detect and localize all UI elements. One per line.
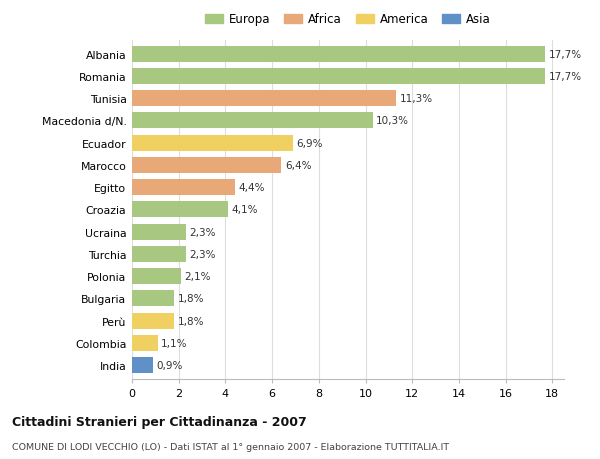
Bar bbox=[132, 313, 174, 329]
Bar bbox=[132, 224, 186, 240]
Bar bbox=[132, 246, 186, 263]
Text: 17,7%: 17,7% bbox=[549, 50, 582, 60]
Text: 1,8%: 1,8% bbox=[178, 294, 204, 304]
Text: 2,1%: 2,1% bbox=[185, 272, 211, 281]
Bar bbox=[132, 113, 373, 129]
Bar bbox=[132, 180, 235, 196]
Text: 0,9%: 0,9% bbox=[157, 360, 183, 370]
Text: 11,3%: 11,3% bbox=[400, 94, 433, 104]
Legend: Europa, Africa, America, Asia: Europa, Africa, America, Asia bbox=[205, 13, 491, 27]
Bar bbox=[132, 157, 281, 174]
Bar bbox=[132, 335, 158, 351]
Bar bbox=[132, 69, 545, 85]
Text: 1,1%: 1,1% bbox=[161, 338, 188, 348]
Bar bbox=[132, 202, 228, 218]
Text: 6,9%: 6,9% bbox=[296, 139, 323, 148]
Bar bbox=[132, 47, 545, 62]
Text: 17,7%: 17,7% bbox=[549, 72, 582, 82]
Bar bbox=[132, 269, 181, 285]
Text: 2,3%: 2,3% bbox=[189, 227, 216, 237]
Text: 2,3%: 2,3% bbox=[189, 249, 216, 259]
Bar bbox=[132, 91, 396, 107]
Text: COMUNE DI LODI VECCHIO (LO) - Dati ISTAT al 1° gennaio 2007 - Elaborazione TUTTI: COMUNE DI LODI VECCHIO (LO) - Dati ISTAT… bbox=[12, 442, 449, 451]
Text: 10,3%: 10,3% bbox=[376, 116, 409, 126]
Bar bbox=[132, 358, 153, 373]
Bar bbox=[132, 135, 293, 151]
Bar bbox=[132, 291, 174, 307]
Text: 4,1%: 4,1% bbox=[231, 205, 258, 215]
Text: Cittadini Stranieri per Cittadinanza - 2007: Cittadini Stranieri per Cittadinanza - 2… bbox=[12, 415, 307, 428]
Text: 4,4%: 4,4% bbox=[238, 183, 265, 193]
Text: 1,8%: 1,8% bbox=[178, 316, 204, 326]
Text: 6,4%: 6,4% bbox=[285, 161, 311, 171]
